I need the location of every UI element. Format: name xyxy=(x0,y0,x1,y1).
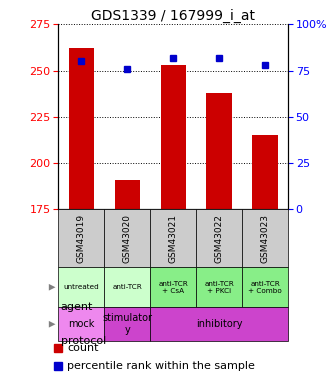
Bar xyxy=(252,135,278,209)
Text: count: count xyxy=(68,344,99,353)
Bar xyxy=(242,209,288,267)
Text: GSM43020: GSM43020 xyxy=(123,214,132,263)
Text: agent: agent xyxy=(61,302,93,312)
Text: GSM43021: GSM43021 xyxy=(168,214,178,263)
Bar xyxy=(206,93,232,209)
Text: anti-TCR
+ PKCi: anti-TCR + PKCi xyxy=(204,281,234,294)
Text: anti-TCR
+ Combo: anti-TCR + Combo xyxy=(248,281,282,294)
Text: protocol: protocol xyxy=(61,336,106,346)
Bar xyxy=(58,209,104,267)
Text: untreated: untreated xyxy=(63,284,99,290)
Text: GSM43019: GSM43019 xyxy=(77,214,86,263)
Text: inhibitory: inhibitory xyxy=(196,319,242,329)
Bar xyxy=(104,209,150,267)
Bar xyxy=(69,48,94,209)
Text: anti-TCR: anti-TCR xyxy=(112,284,142,290)
Bar xyxy=(58,307,104,341)
Text: stimulator
y: stimulator y xyxy=(102,314,152,335)
Bar xyxy=(150,267,196,307)
Bar xyxy=(150,307,288,341)
Bar xyxy=(150,209,196,267)
Bar xyxy=(196,209,242,267)
Text: anti-TCR
+ CsA: anti-TCR + CsA xyxy=(158,281,188,294)
Bar xyxy=(242,267,288,307)
Bar xyxy=(104,267,150,307)
Text: GSM43022: GSM43022 xyxy=(214,214,224,263)
Text: GSM43023: GSM43023 xyxy=(260,214,270,263)
Bar xyxy=(58,267,104,307)
Title: GDS1339 / 167999_i_at: GDS1339 / 167999_i_at xyxy=(91,9,255,23)
Bar xyxy=(196,267,242,307)
Bar xyxy=(161,65,186,209)
Text: percentile rank within the sample: percentile rank within the sample xyxy=(68,361,255,371)
Text: mock: mock xyxy=(68,319,95,329)
Bar xyxy=(115,180,140,209)
Bar xyxy=(104,307,150,341)
